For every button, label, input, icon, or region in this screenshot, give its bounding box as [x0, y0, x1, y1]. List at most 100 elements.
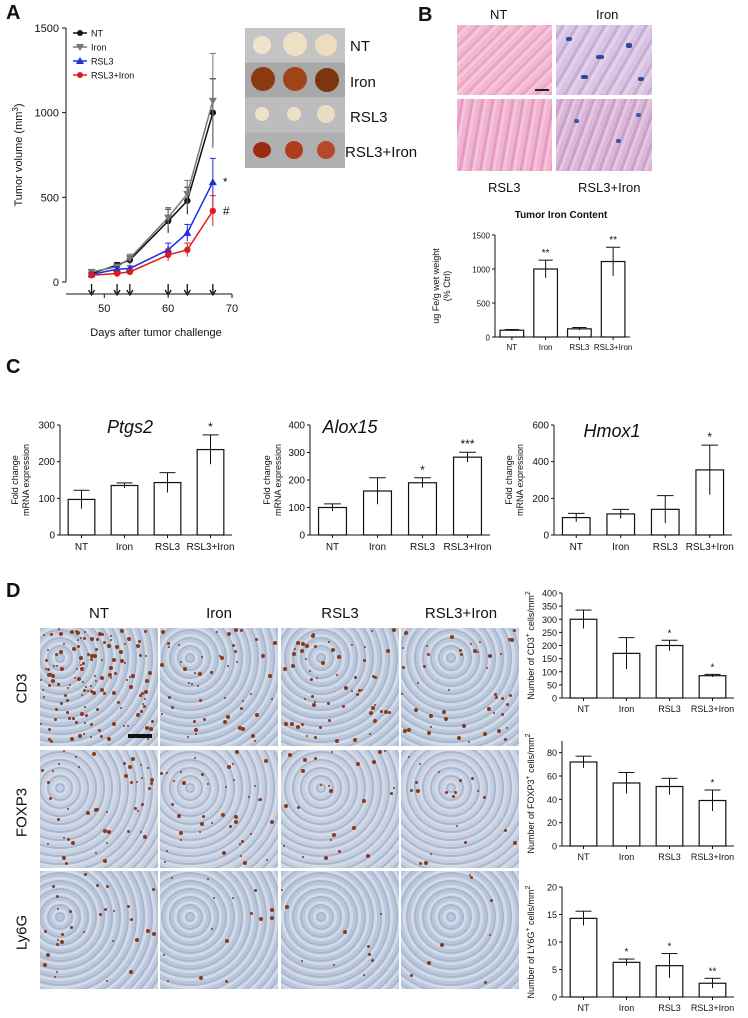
- stained-cell: [234, 820, 238, 824]
- stained-cell: [98, 632, 102, 636]
- stained-cell: [112, 691, 116, 695]
- stained-cell: [470, 876, 473, 879]
- histology-d-col-rsl3-iron: RSL3+Iron: [424, 605, 498, 622]
- stained-cell: [309, 670, 311, 672]
- stained-cell: [201, 656, 203, 658]
- stained-cell: [324, 856, 328, 860]
- stained-cell: [129, 970, 133, 974]
- histology-b-nt: [457, 25, 552, 95]
- stained-cell: [312, 703, 316, 707]
- stained-cell: [112, 940, 114, 942]
- x-tick-label: NT: [578, 1003, 590, 1013]
- stained-cell: [188, 682, 190, 684]
- stained-cell: [344, 686, 348, 690]
- x-tick-label: RSL3: [155, 542, 180, 553]
- stained-cell: [248, 796, 250, 798]
- y-axis-label: Number of FOXP3+ cells/mm2: [525, 733, 536, 853]
- y-axis-label: Fold change: [10, 455, 20, 505]
- stained-cell: [440, 943, 444, 947]
- stained-cell: [236, 661, 238, 663]
- stained-cell: [506, 703, 509, 706]
- stained-cell: [42, 689, 44, 691]
- legend-label: NT: [91, 29, 103, 39]
- stained-cell: [254, 889, 257, 892]
- stained-cell: [123, 725, 125, 727]
- stained-cell: [69, 684, 71, 686]
- stained-cell: [459, 779, 462, 782]
- stained-cell: [56, 665, 58, 667]
- x-tick-label: RSL3: [658, 704, 681, 714]
- stained-cell: [44, 930, 47, 933]
- series-line: [91, 181, 214, 276]
- stained-cell: [139, 654, 142, 657]
- x-tick-label: RSL3+Iron: [691, 704, 734, 714]
- series-point: [208, 97, 217, 105]
- stained-cell: [343, 930, 347, 934]
- stained-cell: [273, 641, 277, 645]
- stained-cell: [101, 659, 103, 661]
- stained-cell: [321, 661, 325, 665]
- stained-cell: [229, 825, 232, 828]
- stained-cell: [338, 850, 341, 853]
- stained-cell: [119, 650, 123, 654]
- stained-cell: [145, 655, 147, 657]
- panel-label-d: D: [6, 580, 21, 602]
- x-tick-label: RSL3+Iron: [594, 343, 632, 352]
- stained-cell: [369, 711, 373, 715]
- stained-cell: [351, 690, 353, 692]
- stained-cell: [103, 829, 107, 833]
- stained-cell: [151, 720, 154, 723]
- stained-cell: [130, 781, 133, 784]
- stained-cell: [56, 895, 59, 898]
- stained-cell: [62, 856, 65, 859]
- stained-cell: [75, 721, 78, 724]
- stained-cell: [320, 784, 322, 786]
- stained-cell: [40, 723, 42, 725]
- series-point: [126, 268, 134, 276]
- stained-cell: [120, 629, 124, 633]
- stained-cell: [239, 843, 241, 845]
- stained-cell: [403, 729, 407, 733]
- x-tick-label: NT: [75, 542, 88, 553]
- stained-cell: [352, 826, 356, 830]
- y-tick-label: 100: [38, 494, 55, 505]
- y-axis-label-text: Fold change: [10, 455, 20, 505]
- bar: [569, 917, 598, 998]
- stained-cell: [115, 645, 119, 649]
- chart-title: Ptgs2: [107, 417, 153, 437]
- stained-cell: [222, 851, 226, 855]
- stained-cell: [240, 629, 243, 632]
- x-tick-label: RSL3: [569, 343, 590, 352]
- stained-cell: [57, 939, 59, 941]
- stained-cell: [221, 813, 225, 817]
- stained-cell: [57, 818, 60, 821]
- stained-cell: [199, 699, 202, 702]
- stained-cell: [358, 689, 361, 692]
- y-tick-label: 1500: [35, 23, 59, 35]
- stained-cell: [374, 704, 376, 706]
- stained-cell: [197, 685, 199, 687]
- stained-cell: [57, 908, 59, 910]
- stained-cell: [233, 779, 235, 781]
- stained-cell: [106, 980, 108, 982]
- stained-cell: [483, 732, 487, 736]
- stained-cell: [227, 632, 231, 636]
- x-tick-label: NT: [578, 704, 590, 714]
- stained-cell: [141, 692, 144, 695]
- y-tick-label: 300: [38, 421, 55, 432]
- y-axis-label: Number of CD3+ cells/mm2: [525, 591, 536, 700]
- stained-cell: [70, 737, 74, 741]
- stained-cell: [78, 734, 82, 738]
- dose-arrow-head: [164, 289, 172, 297]
- tumor-photo-row-rsl3: [245, 98, 345, 132]
- significance-label: *: [711, 778, 715, 789]
- y-axis-label-text: Number of CD3: [526, 637, 536, 700]
- stained-cell: [445, 791, 448, 794]
- stained-cell: [301, 769, 305, 773]
- stained-cell: [368, 953, 371, 956]
- stained-cell: [194, 728, 198, 732]
- stained-cell: [136, 781, 138, 783]
- y-tick-label: 0: [486, 334, 491, 343]
- stained-cell: [80, 637, 82, 639]
- stained-cell: [494, 693, 497, 696]
